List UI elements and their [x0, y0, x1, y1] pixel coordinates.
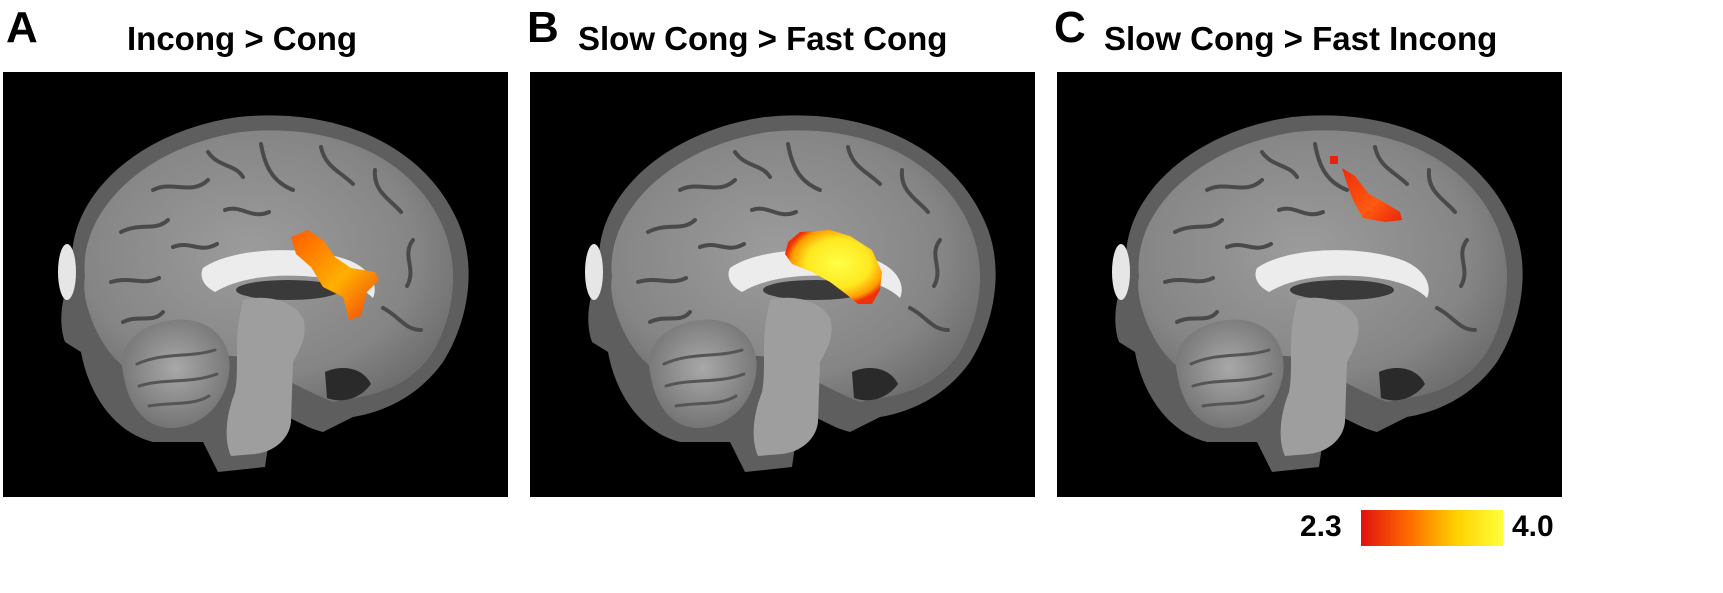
panel-b-brain-scan	[530, 72, 1035, 497]
panel-a-brain-scan	[3, 72, 508, 497]
panel-b-mri-image	[530, 72, 1035, 497]
colorbar-min-label: 2.3	[1300, 510, 1342, 543]
panel-b-letter: B	[527, 3, 559, 52]
colorbar-gradient	[1361, 510, 1503, 546]
panel-a-title: Incong > Cong	[127, 20, 358, 57]
panel-c-activation-blob	[1342, 168, 1402, 222]
colorbar-max-label: 4.0	[1512, 510, 1554, 543]
panel-c-letter: C	[1054, 3, 1086, 52]
panel-a-mri-image	[3, 72, 508, 497]
panel-a-letter: A	[6, 3, 38, 52]
panel-c-brain-scan	[1057, 72, 1562, 497]
panel-b-title: Slow Cong > Fast Cong	[578, 20, 948, 57]
panel-a-activation-blob	[291, 230, 379, 320]
panel-c-title: Slow Cong > Fast Incong	[1104, 20, 1498, 57]
panel-b-activation-blob	[785, 230, 882, 304]
panel-c-activation-dot	[1330, 156, 1338, 164]
panel-c-mri-image	[1057, 72, 1562, 497]
